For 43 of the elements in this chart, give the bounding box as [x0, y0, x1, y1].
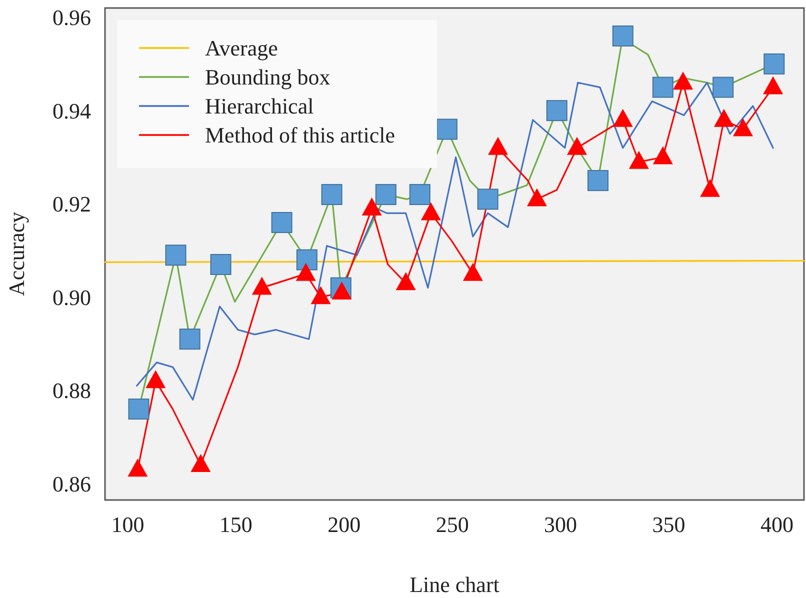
legend-label: Average: [205, 36, 278, 61]
point: [310, 286, 331, 304]
x-tick-label: 100: [111, 512, 144, 537]
y-axis-title: Accuracy: [4, 212, 29, 296]
point: [732, 118, 753, 136]
x-tick-label: 250: [436, 512, 469, 537]
point: [673, 72, 694, 90]
point: [420, 202, 441, 220]
y-tick-label: 0.96: [52, 5, 91, 30]
point: [652, 146, 673, 164]
point: [462, 262, 483, 281]
point: [628, 150, 649, 169]
point: [764, 53, 785, 74]
point: [763, 76, 784, 94]
y-tick-label: 0.90: [52, 284, 91, 310]
point: [332, 281, 352, 300]
point: [396, 272, 416, 290]
point: [612, 108, 633, 127]
y-tick-label: 0.92: [52, 192, 91, 217]
x-tick-label: 300: [544, 512, 578, 537]
point: [714, 108, 734, 127]
legend-label: Method of this article: [205, 122, 396, 148]
point: [362, 198, 382, 216]
x-tick-label: 200: [328, 512, 361, 537]
point: [190, 454, 211, 472]
point: [128, 458, 148, 477]
y-tick-label: 0.88: [52, 378, 91, 404]
point: [566, 136, 587, 155]
point: [488, 136, 508, 155]
point: [252, 276, 272, 295]
y-tick-label: 0.86: [52, 471, 91, 496]
y-tick-label: 0.94: [52, 98, 91, 124]
point: [526, 188, 547, 206]
legend-label: Bounding box: [205, 64, 330, 90]
x-axis-title: Line chart: [410, 572, 500, 597]
point: [296, 262, 316, 281]
point: [146, 370, 166, 388]
point: [700, 178, 720, 197]
x-tick-label: 350: [652, 512, 686, 537]
x-tick-label: 400: [760, 512, 794, 537]
x-tick-label: 150: [219, 512, 252, 537]
point: [612, 25, 634, 46]
legend-label: Hierarchical: [205, 94, 314, 119]
